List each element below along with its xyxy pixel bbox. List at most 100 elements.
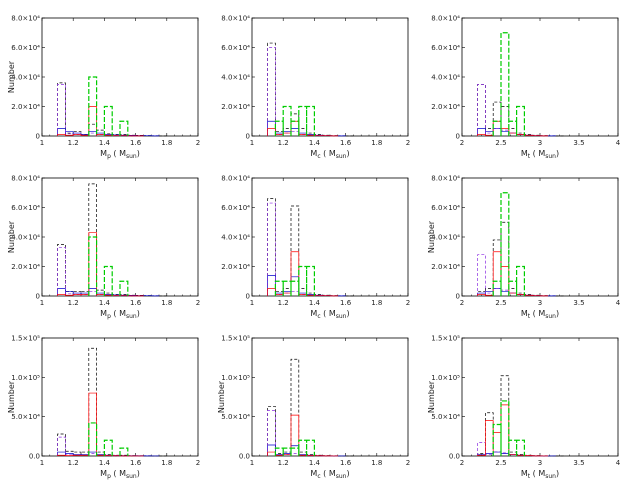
histogram-panel-r2c2: 1 1.2 1.4 1.6 1.8 2 0 2.0×10⁴ 4.0×10⁴ 6.0×10⁴ 8.0×… — [210, 160, 420, 321]
histogram-series-2 — [477, 84, 549, 137]
histogram-series-4 — [492, 32, 525, 136]
x-tick-label: 2 — [460, 139, 464, 147]
histogram-series-4 — [492, 192, 525, 296]
histogram-panel-r1c1: 1 1.2 1.4 1.6 1.8 2 0 2.0×10⁴ 4.0×10⁴ 6.0×10⁴ 8.0×… — [0, 0, 210, 161]
histogram-svg: 2 2.5 3 3.5 4 0 2.0×10⁴ 4.0×10⁴ 6.0×10⁴ 8.0×10⁴ Mt… — [431, 15, 620, 161]
x-tick-label: 1.8 — [371, 139, 382, 147]
histogram-series-0 — [477, 221, 564, 297]
histogram-series-4 — [274, 439, 315, 456]
histogram-series-0 — [57, 183, 168, 297]
histogram-series-2 — [57, 84, 144, 137]
x-tick-label: 1.4 — [309, 139, 321, 147]
histogram-series-0 — [477, 84, 564, 137]
histogram-series-2 — [477, 442, 549, 457]
y-tick-label: 5.0×10⁴ — [11, 413, 40, 421]
y-tick-label: 0 — [456, 293, 460, 301]
x-tick-label: 1.6 — [340, 459, 352, 467]
x-tick-label: 3.5 — [573, 459, 584, 467]
histogram-series-3 — [57, 392, 144, 457]
x-tick-label: 2 — [406, 299, 410, 307]
x-tick-label: 1.2 — [68, 459, 79, 467]
y-tick-label: 6.0×10⁴ — [221, 204, 250, 212]
histogram-series-3 — [477, 251, 549, 297]
y-tick-label: 0 — [36, 293, 40, 301]
x-tick-label: 1.4 — [99, 459, 111, 467]
plot-frame — [461, 17, 619, 137]
histogram-series-4 — [88, 422, 129, 456]
y-tick-label: 0.0 — [239, 453, 250, 461]
x-axis-label: Mt ( Msun) — [521, 469, 559, 480]
y-tick-label: 0.0 — [29, 453, 40, 461]
y-tick-label: 0 — [36, 133, 40, 141]
histogram-series-2 — [477, 254, 549, 297]
histogram-svg: 1 1.2 1.4 1.6 1.8 2 0 2.0×10⁴ 4.0×10⁴ 6.0×10⁴ 8.0×… — [221, 175, 410, 321]
y-tick-label: 5.0×10⁴ — [221, 413, 250, 421]
y-tick-label: 1.5×10⁵ — [431, 335, 460, 343]
histogram-series-4 — [492, 400, 525, 456]
x-tick-label: 2 — [196, 299, 200, 307]
x-tick-label: 1.4 — [309, 299, 321, 307]
x-axis-label: Mp ( Msun) — [100, 309, 140, 320]
y-tick-label: 6.0×10⁴ — [221, 44, 250, 52]
x-tick-label: 2.5 — [495, 459, 506, 467]
x-tick-label: 1.6 — [130, 139, 142, 147]
histogram-series-2 — [267, 410, 339, 457]
x-tick-label: 2 — [460, 459, 464, 467]
histogram-panel-r1c3: 2 2.5 3 3.5 4 0 2.0×10⁴ 4.0×10⁴ 6.0×10⁴ 8.0×10⁴ Mt… — [420, 0, 630, 161]
x-tick-label: 2 — [460, 299, 464, 307]
histogram-series-2 — [267, 47, 339, 137]
histogram-panel-r2c3: 2 2.5 3 3.5 4 0 2.0×10⁴ 4.0×10⁴ 6.0×10⁴ 8.0×10⁴ Nu… — [420, 160, 630, 321]
y-tick-label: 6.0×10⁴ — [431, 204, 460, 212]
histogram-panel-r2c1: 1 1.2 1.4 1.6 1.8 2 0 2.0×10⁴ 4.0×10⁴ 6.0×10⁴ 8.0×… — [0, 160, 210, 321]
histogram-series-4 — [274, 265, 315, 296]
y-tick-label: 2.0×10⁴ — [221, 103, 250, 111]
y-tick-label: 6.0×10⁴ — [11, 44, 40, 52]
x-tick-label: 2 — [196, 459, 200, 467]
histogram-series-3 — [57, 106, 144, 137]
x-tick-label: 1.6 — [130, 299, 142, 307]
x-tick-label: 1.2 — [278, 139, 289, 147]
x-tick-label: 3 — [538, 139, 542, 147]
histogram-series-3 — [267, 414, 339, 457]
x-tick-label: 3 — [538, 299, 542, 307]
y-tick-label: 1.5×10⁵ — [221, 335, 250, 343]
y-tick-label: 2.0×10⁴ — [11, 263, 40, 271]
x-axis-label: Mc ( Msun) — [310, 469, 349, 480]
histogram-series-4 — [88, 236, 129, 296]
y-axis-label: Number — [427, 220, 436, 253]
x-tick-label: 1.2 — [68, 139, 79, 147]
histogram-svg: 1 1.2 1.4 1.6 1.8 2 0 2.0×10⁴ 4.0×10⁴ 6.0×10⁴ 8.0×… — [7, 15, 200, 161]
y-axis-label: Number — [427, 380, 436, 413]
x-tick-label: 1.4 — [99, 299, 111, 307]
histogram-panel-r3c2: 1 1.2 1.4 1.6 1.8 2 0.0 5.0×10⁴ 1.0×10⁵ 1.5×10⁵ Nu… — [210, 320, 420, 481]
x-tick-label: 1 — [250, 299, 254, 307]
x-axis-label: Mc ( Msun) — [310, 309, 349, 320]
histogram-series-0 — [477, 375, 564, 457]
histogram-series-3 — [57, 232, 144, 297]
histogram-series-2 — [57, 436, 144, 457]
x-axis-label: Mt ( Msun) — [521, 149, 559, 160]
y-tick-label: 1.5×10⁵ — [11, 335, 40, 343]
x-tick-label: 1.6 — [340, 299, 352, 307]
x-tick-label: 1 — [250, 139, 254, 147]
y-tick-label: 8.0×10⁴ — [11, 15, 40, 23]
histogram-series-2 — [267, 202, 339, 297]
y-tick-label: 2.0×10⁴ — [431, 263, 460, 271]
y-tick-label: 6.0×10⁴ — [431, 44, 460, 52]
y-tick-label: 2.0×10⁴ — [221, 263, 250, 271]
y-axis-label: Number — [7, 380, 16, 413]
histogram-series-0 — [267, 42, 354, 137]
histogram-svg: 2 2.5 3 3.5 4 0 2.0×10⁴ 4.0×10⁴ 6.0×10⁴ 8.0×10⁴ Nu… — [427, 175, 621, 321]
y-tick-label: 4.0×10⁴ — [11, 234, 40, 242]
y-axis-label: Number — [7, 60, 16, 93]
histogram-series-1 — [57, 128, 160, 137]
y-tick-label: 2.0×10⁴ — [431, 103, 460, 111]
x-axis-label: Mp ( Msun) — [100, 149, 140, 160]
x-tick-label: 2 — [196, 139, 200, 147]
x-tick-label: 1.8 — [371, 299, 382, 307]
x-tick-label: 1 — [40, 139, 44, 147]
y-tick-label: 4.0×10⁴ — [221, 74, 250, 82]
y-tick-label: 4.0×10⁴ — [431, 74, 460, 82]
y-tick-label: 8.0×10⁴ — [221, 15, 250, 23]
